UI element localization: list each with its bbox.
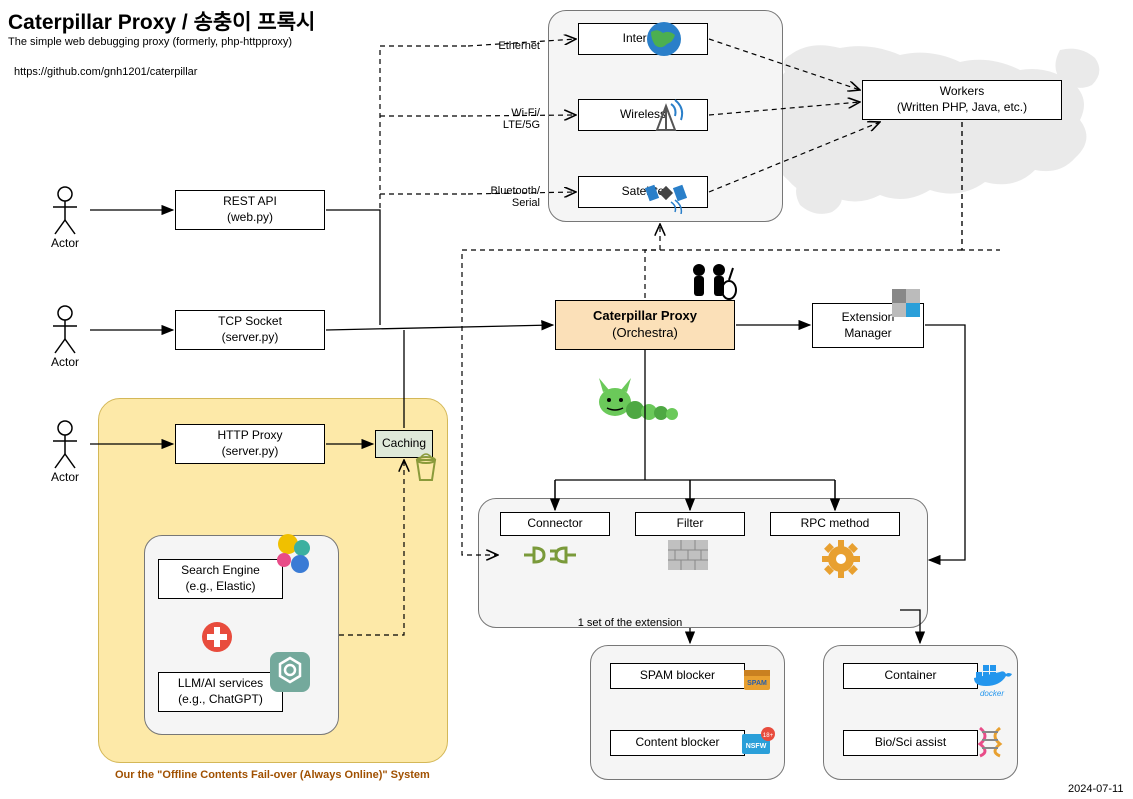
caterpillar-proxy-box: Caterpillar Proxy (Orchestra) [555, 300, 735, 350]
content-box: Content blocker [610, 730, 745, 756]
antenna-icon [647, 96, 685, 134]
docker-icon: docker [970, 658, 1014, 698]
wifi-label: Wi-Fi/ LTE/5G [480, 107, 540, 131]
wifi-l2: LTE/5G [503, 119, 540, 131]
satellite-icon [645, 172, 687, 214]
globe-icon [645, 20, 683, 58]
ext-l2: Manager [844, 326, 891, 342]
svg-text:NSFW: NSFW [746, 743, 767, 750]
content-label: Content blocker [635, 735, 719, 751]
http-l2: (server.py) [222, 444, 279, 460]
connector-label: Connector [527, 516, 582, 532]
rpc-label: RPC method [801, 516, 870, 532]
satellite-box: Satellite [578, 176, 708, 208]
proxy-l1: Caterpillar Proxy [593, 308, 697, 325]
extension-caption: 1 set of the extension [560, 617, 700, 629]
actor-3: Actor [40, 420, 90, 484]
llm-l1: LLM/AI services [178, 676, 263, 692]
rest-api-l1: REST API [223, 194, 277, 210]
ext-l1: Extension [842, 310, 895, 326]
llm-l2: (e.g., ChatGPT) [178, 692, 263, 708]
caterpillar-icon [595, 372, 685, 422]
filter-box: Filter [635, 512, 745, 536]
rpc-box: RPC method [770, 512, 900, 536]
svg-text:18+: 18+ [763, 733, 774, 739]
rest-api-l2: (web.py) [227, 210, 273, 226]
bt-l1: Bluetooth/ [490, 185, 540, 197]
search-box: Search Engine (e.g., Elastic) [158, 559, 283, 599]
orchestra-icon [686, 262, 738, 304]
http-box: HTTP Proxy (server.py) [175, 424, 325, 464]
rest-api-box: REST API (web.py) [175, 190, 325, 230]
actor-2: Actor [40, 305, 90, 369]
nsfw-icon: NSFW 18+ [738, 726, 776, 760]
plus-icon [200, 620, 234, 654]
tcp-box: TCP Socket (server.py) [175, 310, 325, 350]
caching-label: Caching [382, 436, 426, 452]
date-label: 2024-07-11 [1068, 783, 1123, 795]
wireless-box: Wireless [578, 99, 708, 131]
bucket-icon [413, 452, 439, 482]
wifi-l1: Wi-Fi/ [511, 107, 540, 119]
repo-link: https://github.com/gnh1201/caterpillar [14, 66, 197, 78]
actor-1: Actor [40, 186, 90, 250]
proxy-l2: (Orchestra) [612, 325, 678, 342]
workers-box: Workers (Written PHP, Java, etc.) [862, 80, 1062, 120]
bt-l2: Serial [512, 197, 540, 209]
dna-icon [972, 724, 1008, 760]
container-box: Container [843, 663, 978, 689]
http-l1: HTTP Proxy [217, 428, 282, 444]
actor-label: Actor [51, 470, 79, 484]
page-subtitle: The simple web debugging proxy (formerly… [8, 36, 292, 48]
spam-icon: SPAM [740, 660, 774, 694]
biosci-label: Bio/Sci assist [875, 735, 946, 751]
plug-icon [520, 540, 580, 570]
tcp-l2: (server.py) [222, 330, 279, 346]
workers-l2: (Written PHP, Java, etc.) [897, 100, 1027, 116]
ethernet-label: Ethernet [480, 40, 540, 52]
gear-icon [820, 538, 862, 580]
tcp-l1: TCP Socket [218, 314, 282, 330]
biosci-box: Bio/Sci assist [843, 730, 978, 756]
spam-box: SPAM blocker [610, 663, 745, 689]
search-l2: (e.g., Elastic) [185, 579, 255, 595]
wall-icon [668, 540, 708, 570]
svg-text:docker: docker [980, 689, 1004, 698]
chatgpt-icon [268, 650, 312, 694]
actor-label: Actor [51, 355, 79, 369]
spam-label: SPAM blocker [640, 668, 715, 684]
bt-label: Bluetooth/ Serial [480, 185, 540, 209]
puzzle-icon [888, 285, 924, 321]
workers-l1: Workers [940, 84, 984, 100]
actor-label: Actor [51, 236, 79, 250]
container-label: Container [884, 668, 936, 684]
internet-box: Internet [578, 23, 708, 55]
llm-box: LLM/AI services (e.g., ChatGPT) [158, 672, 283, 712]
connector-box: Connector [500, 512, 610, 536]
filter-label: Filter [677, 516, 704, 532]
offline-caption: Our the "Offline Contents Fail-over (Alw… [115, 769, 430, 781]
svg-text:SPAM: SPAM [747, 680, 767, 687]
elastic-icon [272, 530, 318, 576]
page-title: Caterpillar Proxy / 송충이 프록시 [8, 6, 315, 36]
search-l1: Search Engine [181, 563, 260, 579]
